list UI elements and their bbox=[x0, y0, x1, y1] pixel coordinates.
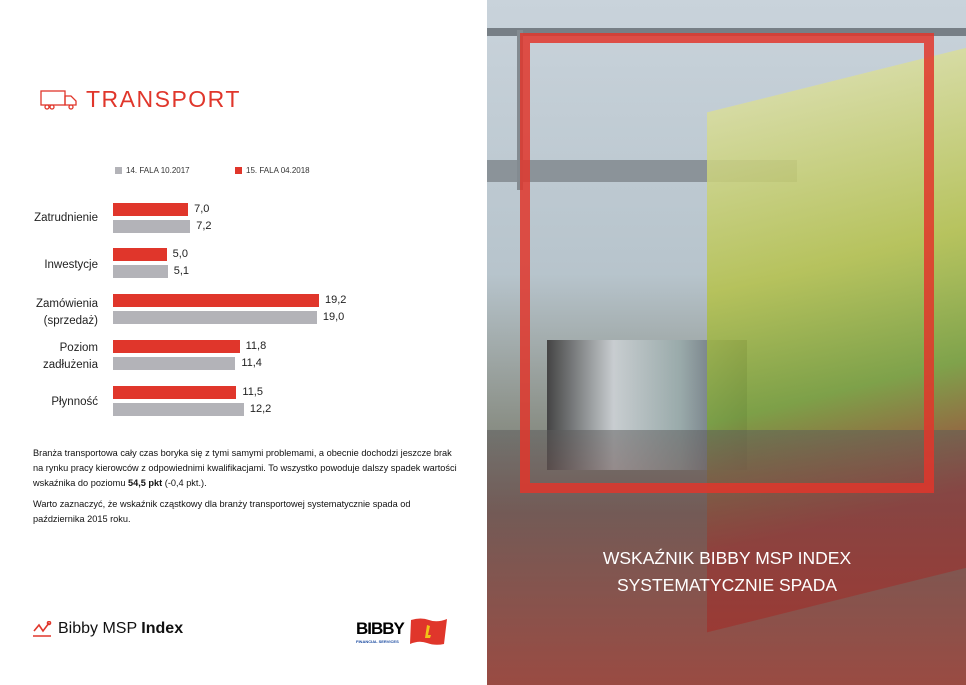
truck-icon bbox=[40, 89, 77, 110]
bar bbox=[113, 357, 236, 370]
flag-icon bbox=[409, 618, 447, 645]
data-label: 5,1 bbox=[173, 265, 190, 277]
category-label: Płynność bbox=[51, 396, 98, 408]
bibby-msp-index-logo: Bibby MSP Index bbox=[32, 620, 183, 638]
data-label: 5,0 bbox=[172, 248, 188, 260]
cover-photo bbox=[487, 0, 966, 685]
bar bbox=[113, 203, 189, 216]
data-label: 11,8 bbox=[245, 340, 267, 352]
bar bbox=[113, 386, 237, 399]
data-label: 19,2 bbox=[325, 294, 347, 306]
page-title: TRANSPORT bbox=[86, 86, 241, 112]
data-label: 11,4 bbox=[241, 357, 262, 369]
data-label: 11,5 bbox=[242, 386, 263, 398]
category-label: Zamówienia (sprzedaż) bbox=[36, 298, 98, 327]
section-title: TRANSPORT bbox=[40, 86, 241, 113]
bar bbox=[113, 265, 168, 278]
bibby-financial-logo: BIBBY FINANCIAL SERVICES bbox=[356, 617, 448, 645]
data-label: 19,0 bbox=[322, 311, 345, 323]
bar bbox=[113, 294, 320, 307]
bar bbox=[113, 311, 317, 324]
bar bbox=[113, 248, 167, 261]
category-label: Zatrudnienie bbox=[34, 212, 98, 224]
legend-item-2018: 15. FALA 04.2018 bbox=[235, 166, 310, 175]
left-page: TRANSPORT 14. FALA 10.2017 15. FALA 04.2… bbox=[32, 86, 457, 645]
category-label: Inwestycje bbox=[44, 259, 98, 271]
bar bbox=[113, 220, 191, 233]
bar bbox=[113, 403, 244, 416]
data-label: 7,2 bbox=[196, 220, 212, 232]
legend-item-2017: 14. FALA 10.2017 bbox=[115, 166, 190, 175]
category-label: Poziom zadłużenia bbox=[43, 342, 98, 371]
bar bbox=[113, 340, 240, 353]
data-label: 12,2 bbox=[249, 403, 272, 415]
paragraph-1: Branża transportowa cały czas boryka się… bbox=[33, 448, 457, 488]
data-label: 7,0 bbox=[194, 203, 210, 215]
photo-headline: WSKAŹNIK BIBBY MSP INDEX SYSTEMATYCZNIE S… bbox=[602, 548, 852, 595]
red-frame bbox=[520, 33, 934, 493]
chart-line-icon bbox=[33, 621, 52, 637]
paragraph-2: Warto zaznaczyć, że wskaźnik cząstkowy d… bbox=[33, 499, 411, 524]
